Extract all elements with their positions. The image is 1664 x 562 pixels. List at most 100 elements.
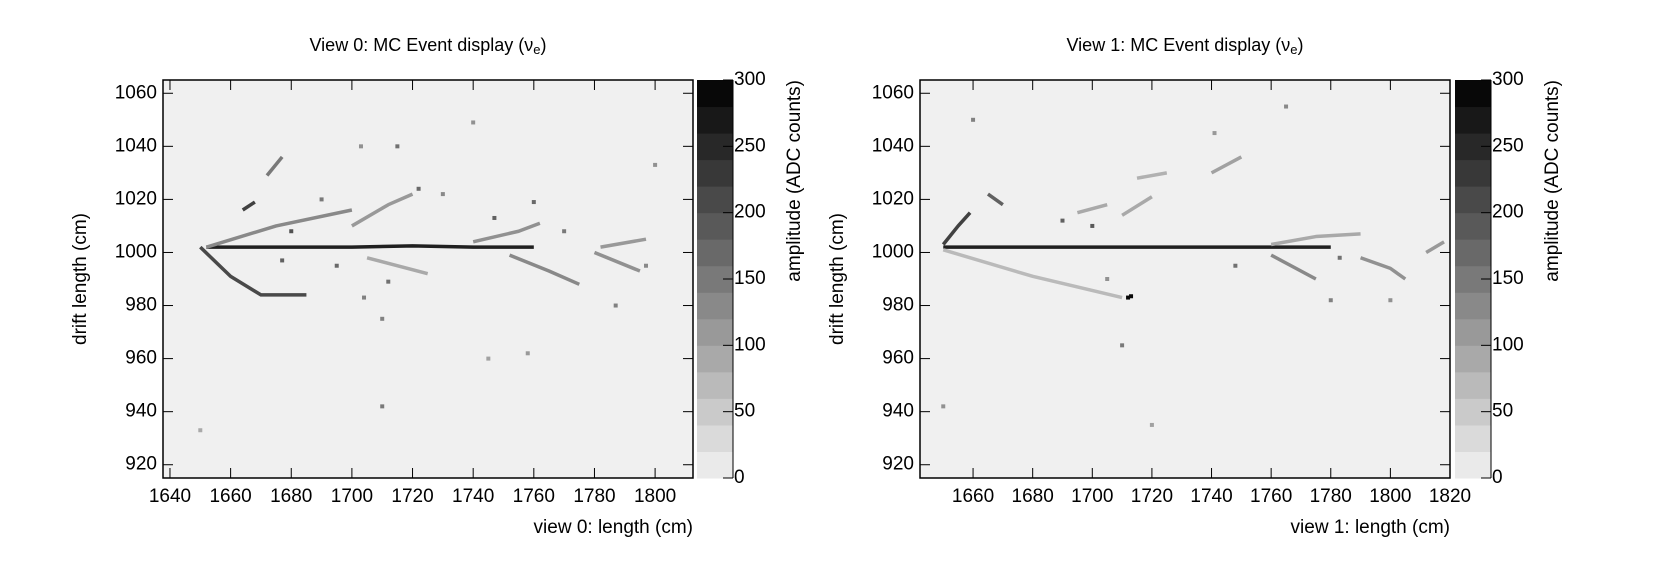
- y-tick-label: 960: [125, 348, 157, 369]
- colorbar-band: [1455, 80, 1491, 108]
- x-tick-label: 1780: [1310, 486, 1352, 507]
- hit: [644, 263, 649, 268]
- colorbar-tick-label: 300: [1492, 69, 1524, 90]
- colorbar-band: [697, 318, 733, 346]
- hit: [1090, 223, 1095, 228]
- colorbar-band: [697, 159, 733, 187]
- track: [942, 248, 1123, 300]
- hit: [1129, 294, 1134, 299]
- hit: [1212, 131, 1217, 136]
- hit: [334, 263, 339, 268]
- y-tick-label: 1040: [872, 135, 914, 156]
- hit: [525, 351, 530, 356]
- colorbar-band: [1455, 451, 1491, 479]
- colorbar-band: [697, 106, 733, 134]
- colorbar-band: [697, 292, 733, 320]
- hit: [395, 144, 400, 149]
- hit: [386, 279, 391, 284]
- y-tick-label: 980: [125, 295, 157, 316]
- hit: [1233, 263, 1238, 268]
- track: [508, 253, 581, 286]
- colorbar-band: [697, 212, 733, 240]
- hit: [1328, 298, 1333, 303]
- colorbar-band: [1455, 292, 1491, 320]
- x-tick-label: 1680: [270, 486, 312, 507]
- hit: [971, 117, 976, 122]
- track: [600, 237, 647, 249]
- x-tick-label: 1700: [1071, 486, 1113, 507]
- colorbar-label: amplitude (ADC counts): [784, 80, 805, 282]
- hit: [531, 200, 536, 205]
- colorbar-band: [1455, 239, 1491, 267]
- colorbar-tick-label: 150: [734, 268, 766, 289]
- y-tick-label: 980: [882, 295, 914, 316]
- track: [351, 192, 414, 228]
- y-axis-label: drift length (cm): [827, 213, 848, 345]
- hit: [289, 229, 294, 234]
- hit: [562, 229, 567, 234]
- y-tick-label: 1060: [115, 82, 157, 103]
- track: [986, 192, 1004, 207]
- colorbar-tick-label: 0: [1492, 467, 1503, 488]
- hit: [198, 428, 203, 433]
- y-tick-label: 940: [882, 401, 914, 422]
- hit: [471, 120, 476, 125]
- colorbar-band: [697, 451, 733, 479]
- x-tick-label: 1640: [149, 486, 191, 507]
- x-tick-label: 1800: [634, 486, 676, 507]
- hit: [380, 316, 385, 321]
- x-tick-label: 1780: [573, 486, 615, 507]
- colorbar-band: [697, 371, 733, 399]
- track: [1121, 195, 1153, 217]
- colorbar-band: [1455, 212, 1491, 240]
- y-tick-label: 1000: [115, 241, 157, 262]
- hit: [486, 356, 491, 361]
- track: [1425, 240, 1445, 254]
- colorbar-tick-label: 50: [734, 401, 755, 422]
- x-tick-label: 1760: [513, 486, 555, 507]
- chart-title: View 0: MC Event display (νe): [310, 35, 547, 58]
- y-tick-label: 1060: [872, 82, 914, 103]
- hit: [1105, 277, 1110, 281]
- colorbar-band: [697, 424, 733, 452]
- track: [366, 256, 429, 276]
- hit: [613, 303, 618, 308]
- track: [1210, 155, 1243, 175]
- hit: [280, 258, 285, 263]
- colorbar-tick-label: 100: [1492, 334, 1524, 355]
- x-tick-label: 1680: [1012, 486, 1054, 507]
- y-tick-label: 940: [125, 401, 157, 422]
- track: [472, 221, 541, 244]
- y-tick-label: 1020: [872, 188, 914, 209]
- track: [199, 245, 307, 297]
- title-subscript: e: [1290, 42, 1297, 57]
- x-tick-label: 1760: [1250, 486, 1292, 507]
- colorbar-tick-label: 250: [1492, 135, 1524, 156]
- y-tick-label: 960: [882, 348, 914, 369]
- colorbar-band: [1455, 106, 1491, 134]
- title-text: View 1: MC Event display (ν: [1067, 35, 1291, 55]
- track: [265, 155, 284, 177]
- chart-title: View 1: MC Event display (νe): [1067, 35, 1304, 58]
- hit: [440, 192, 445, 197]
- hit: [1149, 422, 1154, 427]
- hit: [492, 215, 497, 220]
- plot-area: [920, 80, 1450, 478]
- colorbar-tick-label: 50: [1492, 401, 1513, 422]
- colorbar-band: [1455, 424, 1491, 452]
- x-axis-label: view 1: length (cm): [1291, 517, 1450, 538]
- colorbar-tick-label: 300: [734, 69, 766, 90]
- x-tick-label: 1700: [331, 486, 373, 507]
- hit: [1060, 218, 1065, 223]
- hit: [1284, 104, 1289, 109]
- x-tick-label: 1720: [1131, 486, 1173, 507]
- title-subscript: e: [533, 42, 540, 57]
- plot-area: [163, 80, 693, 478]
- track: [206, 244, 534, 249]
- colorbar-band: [1455, 159, 1491, 187]
- colorbar-band: [1455, 345, 1491, 373]
- colorbar-tick-label: 100: [734, 334, 766, 355]
- y-tick-label: 1040: [115, 135, 157, 156]
- x-axis-label: view 0: length (cm): [534, 517, 693, 538]
